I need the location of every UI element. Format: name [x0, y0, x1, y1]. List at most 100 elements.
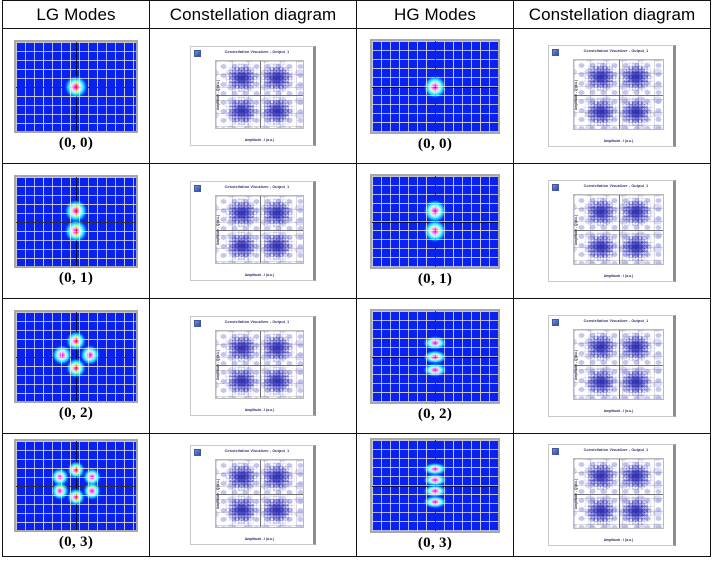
constellation-title: Constellation Visualizer - Output_1: [224, 320, 290, 324]
constellation-y-label: Amplitude - Q (a.u.): [216, 478, 221, 509]
constellation-title: Constellation Visualizer - Output_1: [224, 449, 290, 453]
mode-lobe: [423, 496, 447, 508]
constellation-cluster: [621, 233, 652, 260]
constellation-cluster: [621, 463, 652, 490]
cell-content: Constellation Visualizer - Output_1 250 m…: [150, 46, 356, 146]
cell-hg-mode: (0, 0): [356, 28, 514, 164]
hg-mode-caption: (0, 3): [417, 535, 453, 552]
constellation-y-tick: -250 m: [573, 114, 574, 123]
app-logo-icon: [552, 448, 559, 455]
column-header-lg-modes: LG Modes: [2, 0, 150, 29]
constellation-x-label: Amplitude - I (a.u.): [244, 138, 275, 142]
cell-lg-mode: (0, 3): [2, 433, 150, 557]
constellation-x-label: Amplitude - I (a.u.): [244, 273, 275, 277]
mode-lobe: [423, 350, 447, 364]
constellation-cluster: [261, 334, 292, 361]
header-row: LG Modes Constellation diagram HG Modes …: [2, 0, 711, 29]
constellation-axis-vertical: [259, 196, 261, 263]
constellation-diagram: Constellation Visualizer - Output_1 250 m…: [548, 45, 676, 147]
constellation-x-label: Amplitude - I (a.u.): [603, 139, 634, 143]
mode-intensity-plot: [14, 175, 138, 269]
mode-lobe: [66, 331, 86, 351]
constellation-title: Constellation Visualizer - Output_1: [583, 184, 649, 188]
constellation-y-label: Amplitude - Q (a.u.): [216, 79, 221, 110]
constellation-cluster: [585, 199, 616, 226]
mode-intensity-plot: [370, 309, 500, 405]
cell-constellation-hg: Constellation Visualizer - Output_1 250 m…: [513, 298, 711, 434]
constellation-y-label: Amplitude - Q (a.u.): [574, 214, 579, 245]
cell-content: Constellation Visualizer - Output_1 250 m…: [514, 180, 710, 282]
mode-lobe: [65, 75, 87, 98]
cell-content: (0, 3): [357, 438, 513, 552]
constellation-cluster: [585, 463, 616, 490]
constellation-plot-area: 250 m0-250 m-500 m-250 m0250 m500 mAmpli…: [215, 459, 304, 528]
cell-content: (0, 1): [357, 174, 513, 288]
constellation-y-label: Amplitude - Q (a.u.): [574, 79, 579, 110]
constellation-plot-area: 250 m0-250 m-500 m-250 m0250 m500 mAmpli…: [215, 330, 304, 399]
table-row: (0, 3) Constellation Visualizer - Output_…: [2, 433, 711, 557]
table-header: LG Modes Constellation diagram HG Modes …: [2, 0, 711, 29]
cell-hg-mode: (0, 1): [356, 163, 514, 299]
mode-axis-vertical: [76, 441, 77, 531]
constellation-plot-area: 250 m0-250 m-500 m-250 m0250 m500 mAmpli…: [573, 194, 664, 265]
app-logo-icon: [552, 49, 559, 56]
mode-lobe: [67, 488, 85, 506]
constellation-axis-vertical: [618, 60, 620, 129]
constellation-cluster: [585, 334, 616, 361]
constellation-cluster: [621, 98, 652, 125]
constellation-axis-vertical: [259, 61, 261, 128]
constellation-cluster: [227, 497, 258, 524]
cell-content: (0, 2): [3, 310, 149, 422]
constellation-x-label: Amplitude - I (a.u.): [244, 408, 275, 412]
constellation-title: Constellation Visualizer - Output_1: [583, 448, 649, 452]
constellation-cluster: [261, 64, 292, 91]
constellation-cluster: [621, 334, 652, 361]
app-logo-icon: [194, 185, 201, 192]
constellation-cluster: [585, 64, 616, 91]
constellation-axis-vertical: [259, 460, 261, 527]
constellation-diagram: Constellation Visualizer - Output_1 250 m…: [548, 444, 676, 546]
constellation-plot-area: 250 m0-250 m-500 m-250 m0250 m500 mAmpli…: [573, 458, 664, 529]
column-header-constellation-lg: Constellation diagram: [149, 0, 357, 29]
hg-mode-caption: (0, 1): [417, 271, 453, 288]
cell-hg-mode: (0, 3): [356, 433, 514, 557]
mode-lobe: [51, 468, 69, 486]
cell-content: (0, 0): [3, 40, 149, 152]
constellation-cluster: [585, 497, 616, 524]
cell-lg-mode: (0, 1): [2, 163, 150, 299]
constellation-diagram: Constellation Visualizer - Output_1 250 m…: [190, 46, 316, 146]
mode-axis-vertical: [76, 312, 77, 402]
mode-lobe: [66, 358, 86, 378]
constellation-diagram: Constellation Visualizer - Output_1 250 m…: [190, 445, 316, 545]
cell-constellation-lg: Constellation Visualizer - Output_1 250 m…: [149, 163, 357, 299]
mode-intensity-plot: [14, 439, 138, 533]
mode-lobe: [51, 482, 69, 500]
app-logo-icon: [552, 319, 559, 326]
constellation-y-label: Amplitude - Q (a.u.): [216, 349, 221, 380]
cell-constellation-hg: Constellation Visualizer - Output_1 250 m…: [513, 28, 711, 164]
constellation-cluster: [621, 368, 652, 395]
cell-content: (0, 3): [3, 439, 149, 551]
app-logo-icon: [194, 320, 201, 327]
cell-content: (0, 1): [3, 175, 149, 287]
constellation-y-label: Amplitude - Q (a.u.): [216, 214, 221, 245]
constellation-cluster: [261, 497, 292, 524]
constellation-cluster: [585, 368, 616, 395]
constellation-cluster: [621, 497, 652, 524]
constellation-y-tick: -250 m: [215, 383, 216, 392]
column-header-hg-modes: HG Modes: [356, 0, 514, 29]
mode-lobe: [423, 463, 447, 476]
constellation-diagram: Constellation Visualizer - Output_1 250 m…: [190, 181, 316, 281]
cell-content: Constellation Visualizer - Output_1 250 m…: [514, 444, 710, 546]
mode-lobe: [423, 363, 447, 377]
constellation-cluster: [227, 199, 258, 226]
constellation-x-label: Amplitude - I (a.u.): [603, 274, 634, 278]
constellation-cluster: [227, 64, 258, 91]
constellation-x-label: Amplitude - I (a.u.): [603, 409, 634, 413]
cell-constellation-hg: Constellation Visualizer - Output_1 250 m…: [513, 433, 711, 557]
cell-content: Constellation Visualizer - Output_1 250 m…: [150, 181, 356, 281]
constellation-x-label: Amplitude - I (a.u.): [603, 538, 634, 542]
constellation-axis-vertical: [259, 331, 261, 398]
cell-content: Constellation Visualizer - Output_1 250 m…: [514, 45, 710, 147]
